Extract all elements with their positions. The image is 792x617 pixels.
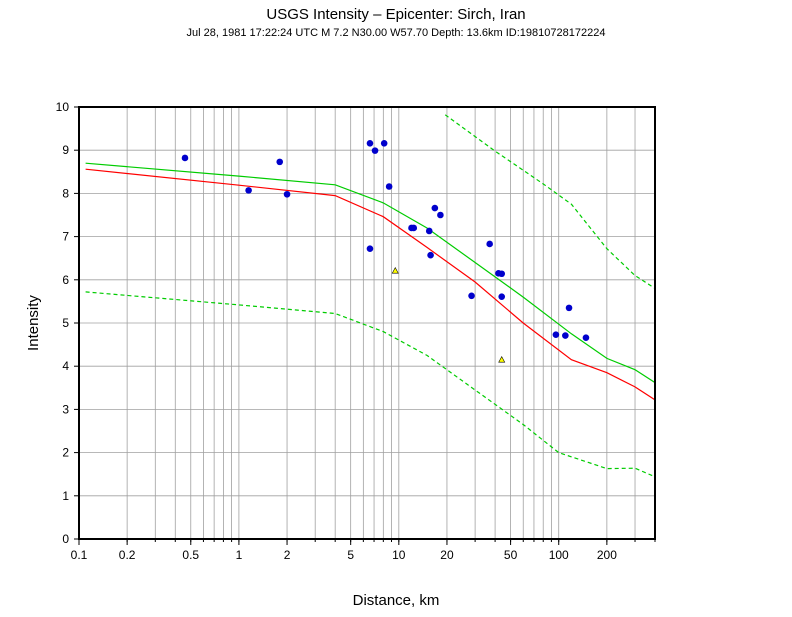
x-tick-label: 2: [284, 548, 291, 562]
chart-subtitle: Jul 28, 1981 17:22:24 UTC M 7.2 N30.00 W…: [187, 27, 606, 39]
x-tick-label: 1: [236, 548, 243, 562]
x-tick-label: 0.5: [182, 548, 199, 562]
data-point: [468, 292, 475, 300]
x-tick-label: 0.2: [119, 548, 136, 562]
data-point: [181, 154, 189, 162]
x-tick-label: 5: [347, 548, 354, 562]
y-tick-label: 9: [62, 143, 69, 157]
y-tick-label: 2: [62, 446, 69, 460]
bound-line: [444, 114, 655, 289]
intensity-curve: [85, 168, 655, 401]
data-point: [486, 240, 493, 248]
data-point: [245, 187, 252, 194]
bound-line: [85, 291, 655, 478]
data-point: [371, 147, 379, 154]
data-point: [283, 190, 291, 198]
x-tick-label: 50: [504, 548, 518, 562]
data-point: [582, 334, 590, 341]
tick-layer: 0 1 2 3 4 5 6 7 8 9 10 0.1 0.2 0.5 1 2 5 10 20 50 100 200: [56, 100, 656, 562]
data-point: [498, 270, 506, 278]
y-tick-label: 8: [62, 186, 69, 200]
data-point: [437, 211, 444, 219]
y-axis-label: Intensity: [25, 295, 42, 351]
y-tick-label: 0: [62, 532, 69, 546]
y-tick-label: 7: [62, 230, 69, 244]
y-tick-label: 10: [56, 100, 70, 114]
y-tick-label: 1: [62, 489, 69, 503]
x-tick-label: 10: [392, 548, 406, 562]
data-point: [562, 332, 569, 339]
triangle-point: [391, 267, 399, 274]
series-layer: [85, 114, 655, 478]
x-tick-label: 200: [597, 548, 617, 562]
y-tick-label: 4: [62, 359, 69, 373]
y-tick-label: 6: [62, 273, 69, 287]
x-tick-label: 20: [440, 548, 454, 562]
data-point: [565, 304, 573, 312]
triangle-point: [498, 356, 506, 363]
y-tick-label: 5: [62, 316, 69, 330]
x-axis-label: Distance, km: [353, 592, 440, 609]
data-point: [431, 204, 439, 212]
data-point: [427, 251, 434, 259]
intensity-curve: [85, 162, 655, 384]
data-point: [552, 331, 560, 338]
chart-title: USGS Intensity – Epicenter: Sirch, Iran: [266, 6, 525, 23]
data-point: [385, 183, 393, 190]
data-point: [366, 139, 374, 147]
x-tick-label: 100: [549, 548, 569, 562]
data-point: [276, 158, 284, 166]
data-point: [425, 227, 433, 235]
data-point: [380, 139, 388, 147]
y-tick-label: 3: [62, 402, 69, 416]
x-tick-label: 0.1: [71, 548, 88, 562]
data-point: [410, 224, 418, 232]
data-point: [498, 293, 506, 300]
data-point: [366, 245, 374, 252]
